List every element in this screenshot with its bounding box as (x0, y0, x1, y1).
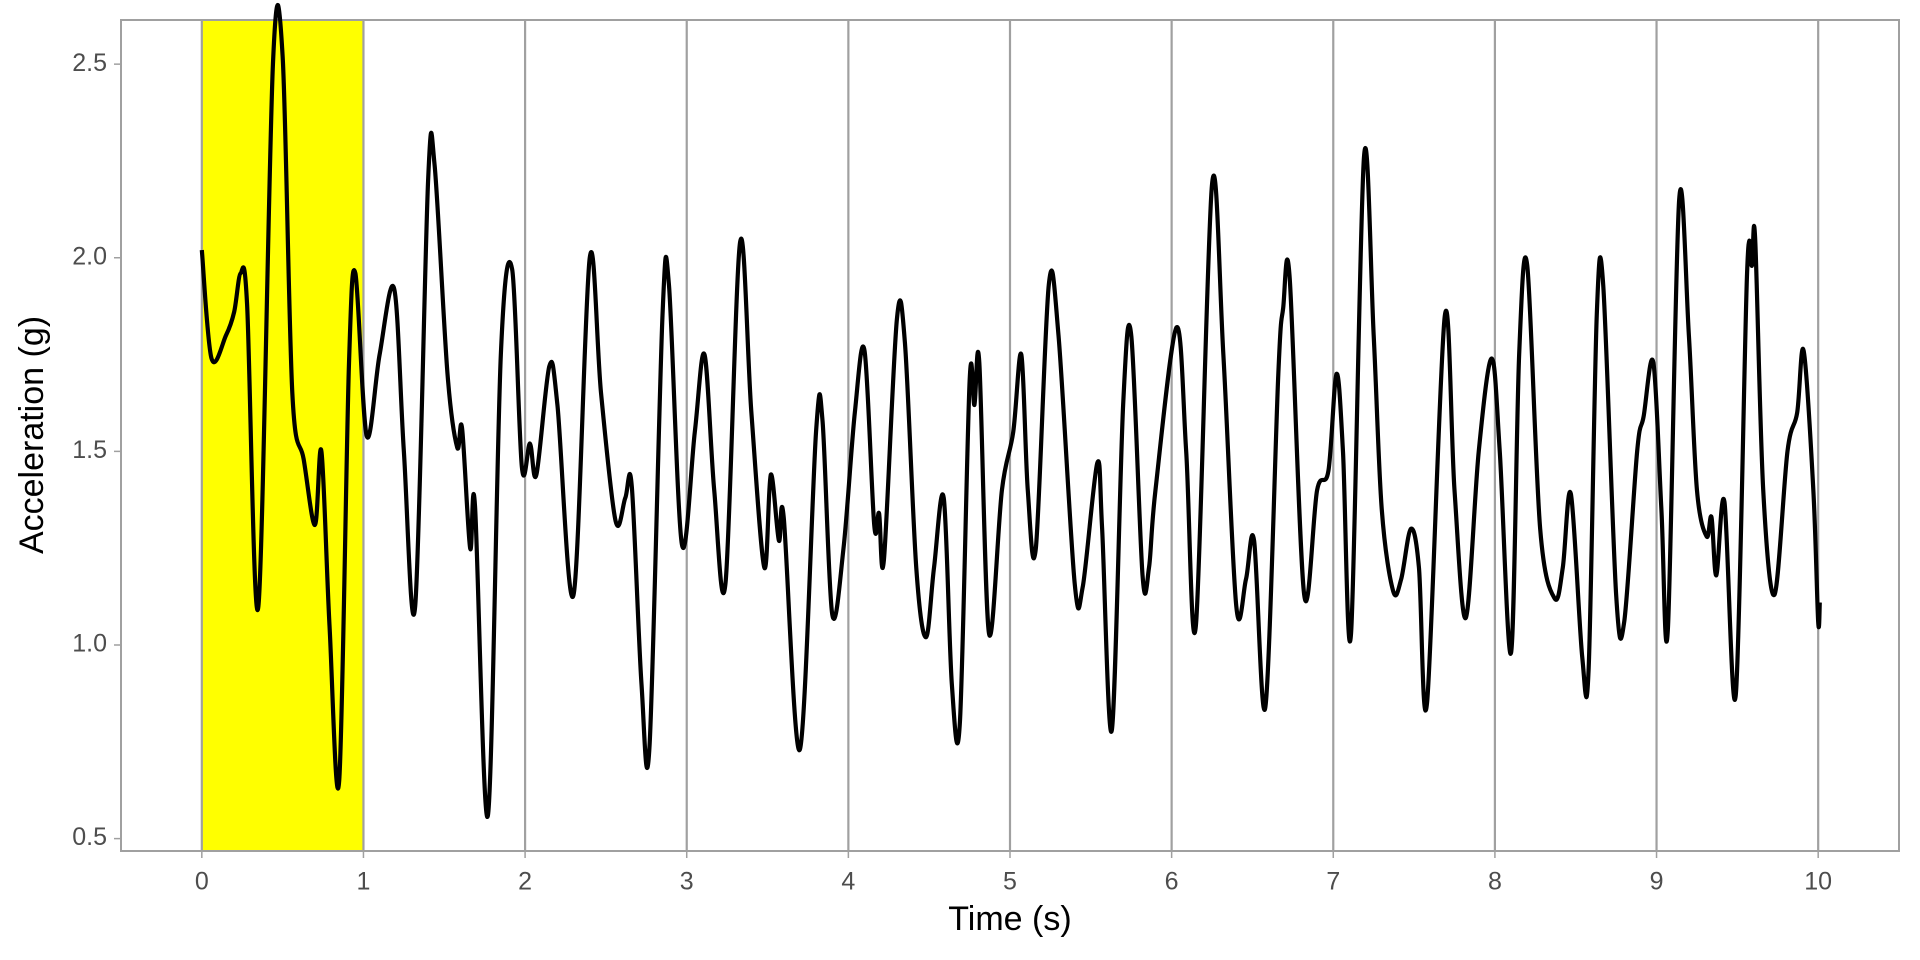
x-tick-label: 1 (357, 868, 371, 896)
y-tick-label: 0.5 (72, 823, 107, 851)
highlight-band (201, 20, 364, 851)
x-tick-label: 10 (1804, 868, 1832, 896)
x-tick-label: 3 (680, 868, 694, 896)
panel-border (120, 19, 1900, 852)
x-tick-label: 4 (841, 868, 855, 896)
x-tick-label: 7 (1326, 868, 1340, 896)
data-line (199, 3, 1822, 819)
x-tick-label: 0 (195, 868, 209, 896)
y-tick-label: 1.5 (72, 436, 107, 464)
x-tick-label: 2 (518, 868, 532, 896)
x-tick-label: 5 (1003, 868, 1017, 896)
y-tick-label: 2.0 (72, 242, 107, 270)
y-axis-title: Acceleration (g) (13, 316, 51, 554)
y-tick-label: 2.5 (72, 49, 107, 77)
x-tick-label: 9 (1650, 868, 1664, 896)
x-tick-label: 6 (1165, 868, 1179, 896)
y-tick-label: 1.0 (72, 630, 107, 658)
x-axis-title: Time (s) (948, 900, 1071, 938)
x-tick-label: 8 (1488, 868, 1502, 896)
